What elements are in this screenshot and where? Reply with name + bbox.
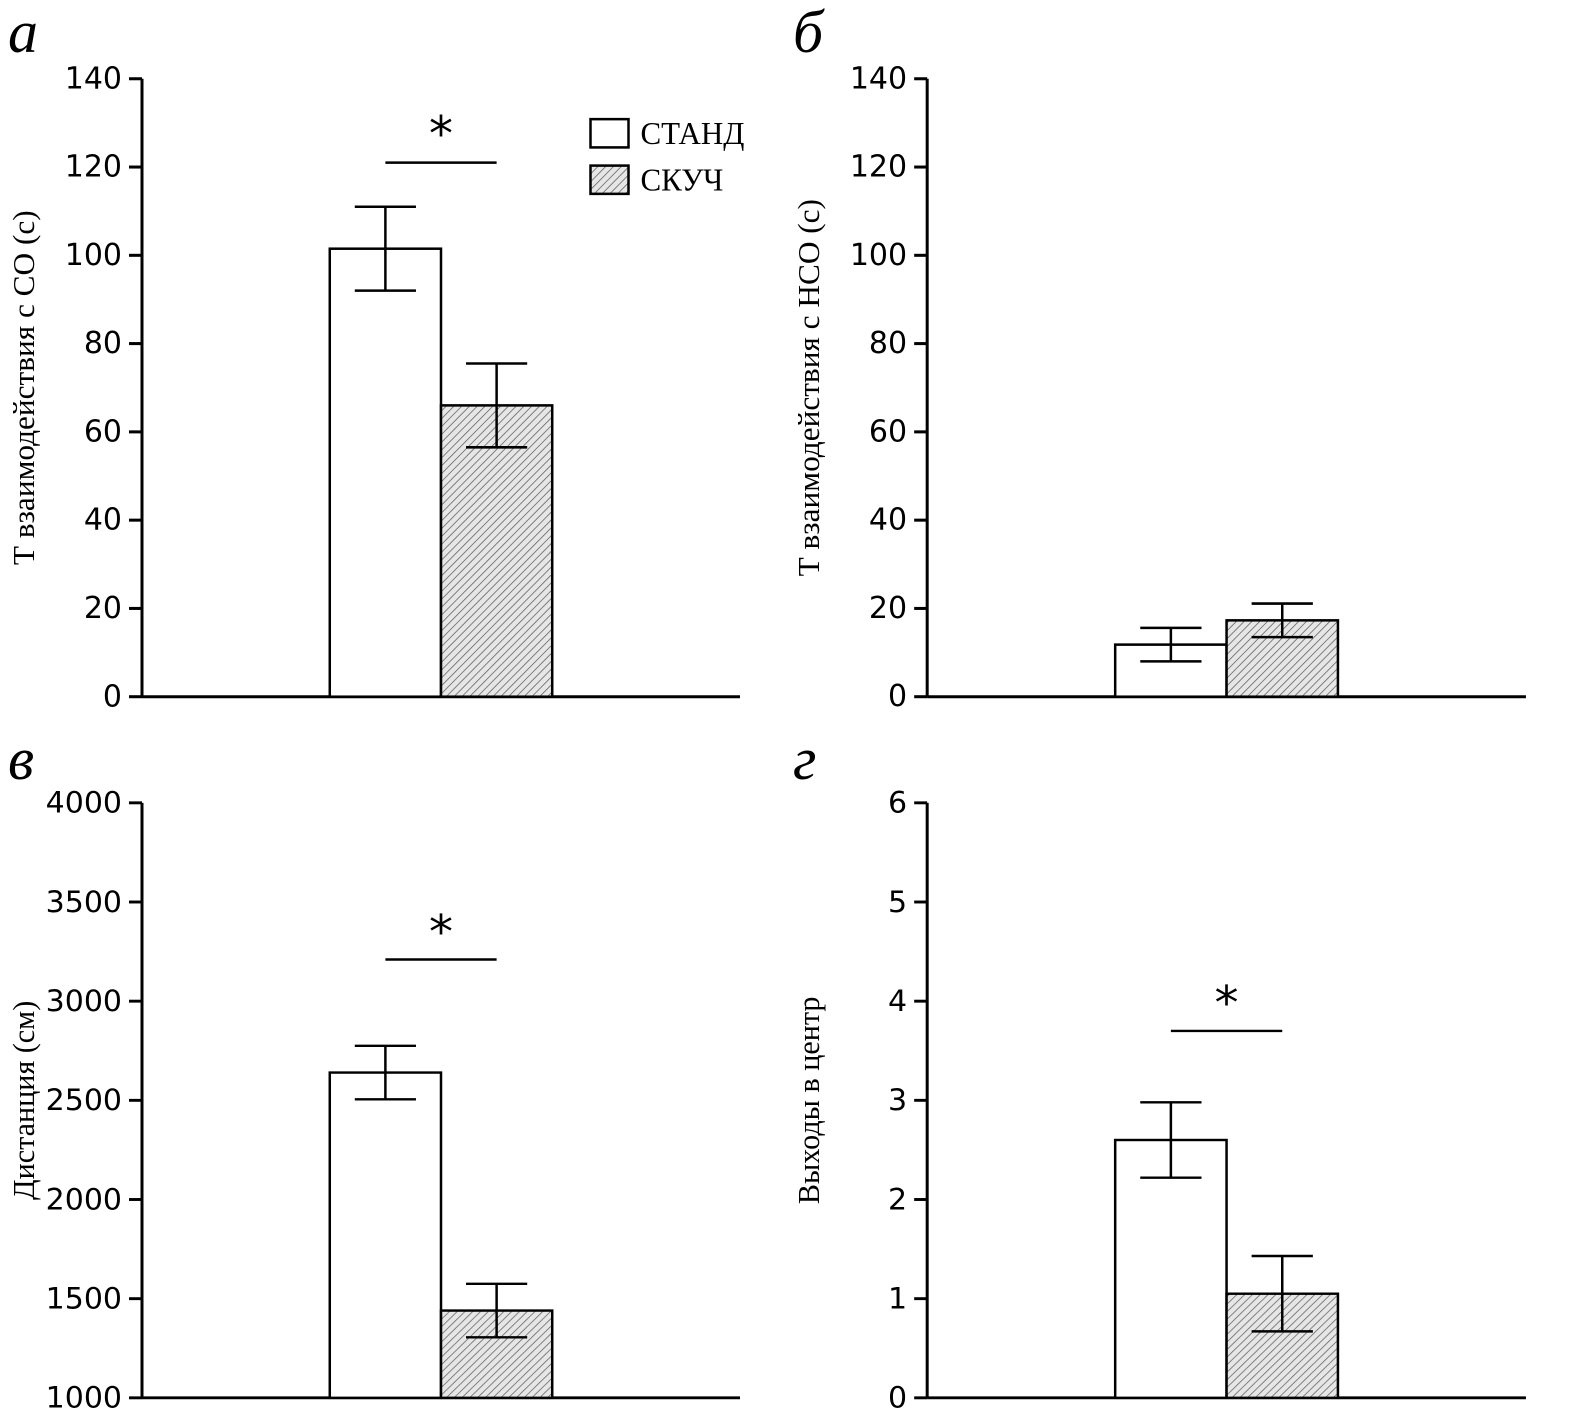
legend-label-СКУЧ: СКУЧ <box>641 162 724 197</box>
bar-chart-g: 0 1 2 3 4 5 6 Выходы в центр * <box>792 786 1526 1415</box>
y-tick-label: 1500 <box>46 1282 122 1316</box>
legend-label-СТАНД: СТАНД <box>641 116 745 151</box>
y-tick-label: 5 <box>888 885 907 918</box>
y-tick-label: 120 <box>65 149 122 184</box>
y-tick-label: 100 <box>65 238 122 273</box>
y-tick-label: 0 <box>103 679 122 714</box>
y-tick-label: 1 <box>888 1282 907 1315</box>
y-tick-label: 2 <box>888 1183 907 1216</box>
y-tick-label: 140 <box>65 61 122 96</box>
panel-g: г 0 1 2 3 4 5 6 Выходы в центр * <box>785 727 1571 1427</box>
y-tick-label: 140 <box>850 61 907 96</box>
panel-a: а 0 20 40 60 80 100 120 140 Т взаимодействия с С… <box>0 0 785 727</box>
panel-letter-a: а <box>8 0 38 65</box>
bar-СКУЧ <box>439 404 554 698</box>
bar-СТАНД <box>328 247 443 698</box>
y-tick-label: 100 <box>850 238 907 273</box>
y-tick-label: 20 <box>869 591 907 626</box>
bar-chart-v: 1000 1500 2000 2500 3000 3500 4000 Дистанция (с… <box>7 786 740 1415</box>
y-tick-label: 6 <box>888 786 907 819</box>
y-tick-label: 60 <box>84 414 122 449</box>
y-tick-label: 3 <box>888 1084 907 1117</box>
significance-star: * <box>429 106 453 162</box>
y-tick-label: 80 <box>869 326 907 361</box>
y-tick-label: 80 <box>84 326 122 361</box>
panel-v: в 1000 1500 2000 2500 3000 3500 4000 Дистанция … <box>0 727 785 1427</box>
legend-swatch-СТАНД <box>589 117 630 149</box>
y-axis-label: Т взаимодействия с НСО (с) <box>791 199 826 576</box>
bar-chart-b: 0 20 40 60 80 100 120 140 Т взаимодействия с НСО… <box>791 61 1526 714</box>
y-tick-label: 3000 <box>46 984 122 1018</box>
y-tick-label: 40 <box>84 503 122 538</box>
bar-chart-a: 0 20 40 60 80 100 120 140 Т взаимодействия с СО … <box>6 61 745 714</box>
legend-swatch-СКУЧ <box>589 164 630 196</box>
panel-letter-g: г <box>793 726 817 792</box>
y-tick-label: 0 <box>888 1381 907 1414</box>
panel-letter-v: в <box>8 726 35 792</box>
y-axis-label: Т взаимодействия с СО (с) <box>6 210 41 565</box>
y-axis-label: Выходы в центр <box>792 997 826 1205</box>
y-tick-label: 3500 <box>46 885 122 919</box>
panel-b: б 0 20 40 60 80 100 120 140 Т взаимодействия с Н… <box>785 0 1571 727</box>
y-tick-label: 4 <box>888 984 907 1017</box>
y-tick-label: 20 <box>84 591 122 626</box>
y-axis-label: Дистанция (см) <box>7 1001 41 1200</box>
y-tick-label: 0 <box>888 679 907 714</box>
y-tick-label: 2000 <box>46 1183 122 1217</box>
significance-star: * <box>429 905 453 959</box>
bar-СТАНД <box>1113 1138 1228 1400</box>
y-tick-label: 60 <box>869 414 907 449</box>
y-tick-label: 1000 <box>46 1381 122 1415</box>
y-tick-label: 4000 <box>46 786 122 820</box>
y-tick-label: 2500 <box>46 1084 122 1118</box>
panel-letter-b: б <box>793 0 824 65</box>
y-tick-label: 120 <box>850 149 907 184</box>
bar-СТАНД <box>328 1071 443 1400</box>
significance-star: * <box>1215 977 1239 1031</box>
y-tick-label: 40 <box>869 503 907 538</box>
